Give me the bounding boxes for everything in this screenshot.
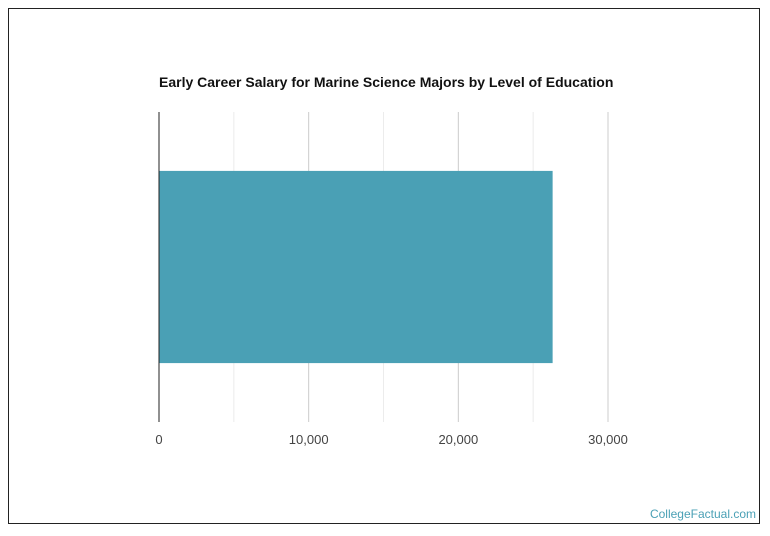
collegefactual-link[interactable]: CollegeFactual.com bbox=[649, 507, 756, 521]
x-tick-label: 10,000 bbox=[289, 432, 329, 447]
chart-title: Early Career Salary for Marine Science M… bbox=[159, 74, 614, 90]
x-tick-label: 0 bbox=[155, 432, 162, 447]
x-tick-label: 20,000 bbox=[438, 432, 478, 447]
bar bbox=[159, 170, 553, 364]
x-axis-ticks: 0 10,000 20,000 30,000 bbox=[155, 432, 628, 447]
bars bbox=[159, 170, 553, 364]
x-tick-label: 30,000 bbox=[588, 432, 628, 447]
